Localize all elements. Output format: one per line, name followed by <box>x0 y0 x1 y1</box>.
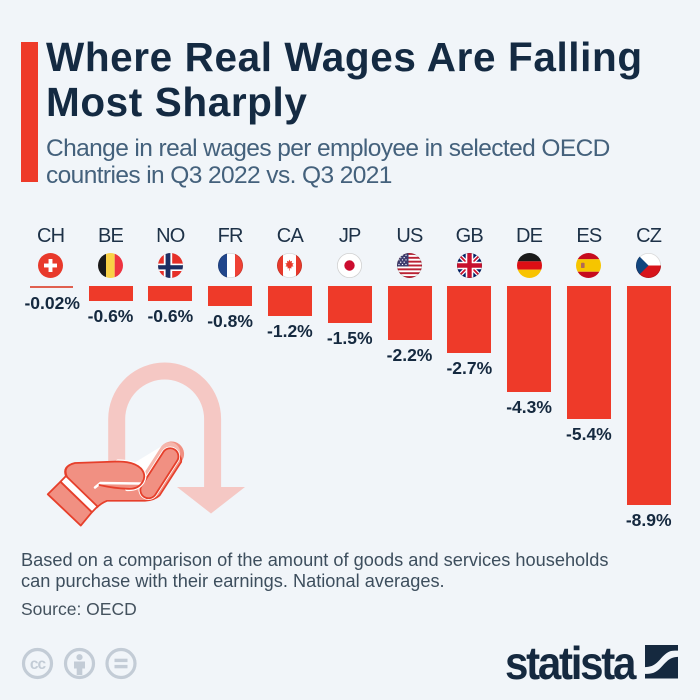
svg-text:cc: cc <box>30 655 47 672</box>
